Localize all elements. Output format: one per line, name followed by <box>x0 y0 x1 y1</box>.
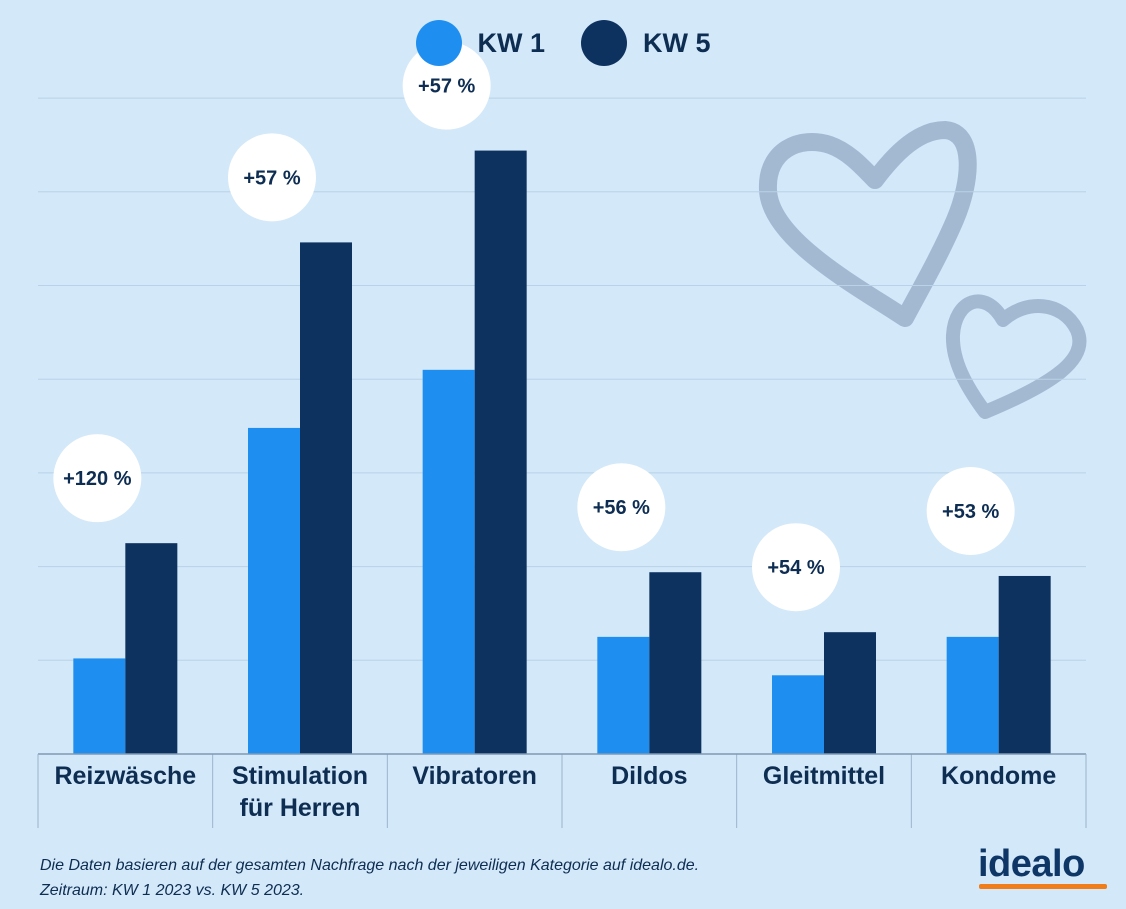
legend: KW 1 KW 5 <box>0 20 1126 66</box>
footnote-line-2: Zeitraum: KW 1 2023 vs. KW 5 2023. <box>40 882 305 899</box>
bar-kw1 <box>946 636 999 754</box>
bar-kw5 <box>649 572 702 754</box>
gridlines <box>38 97 1086 661</box>
change-label: +57 % <box>243 167 300 189</box>
category-label: Dildos <box>611 762 687 790</box>
change-bubbles: +120 % +57 % +57 % +56 % +54 % +53 % <box>53 41 1015 612</box>
bar-kw5 <box>125 543 178 754</box>
change-bubble <box>402 41 491 130</box>
bar-kw5 <box>300 242 352 754</box>
change-label: +56 % <box>593 497 650 519</box>
legend-item-kw5: KW 5 <box>581 20 711 66</box>
change-label: +57 % <box>418 76 475 98</box>
change-label: +53 % <box>942 501 999 523</box>
legend-swatch-kw1 <box>415 20 462 66</box>
footnote-line-1: Die Daten basieren auf der gesamten Nach… <box>40 857 700 874</box>
legend-item-kw1: KW 1 <box>415 20 546 66</box>
bar-kw1 <box>422 369 475 754</box>
category-label: Stimulation <box>232 762 368 790</box>
bar-kw5 <box>474 150 527 754</box>
bar-kw1 <box>248 427 300 754</box>
legend-label-kw1: KW 1 <box>477 27 546 58</box>
category-label: Kondome <box>941 762 1056 790</box>
small-heart-icon <box>945 294 1087 419</box>
change-bubble <box>577 463 666 552</box>
hearts-decoration <box>758 121 1087 419</box>
category-label: für Herren <box>240 794 361 822</box>
bars <box>73 150 1051 754</box>
x-axis: Reizwäsche Stimulation für Herren Vibratore… <box>37 753 1087 828</box>
large-heart-icon <box>758 121 977 327</box>
bar-kw1 <box>772 675 824 754</box>
bar-kw5 <box>998 575 1051 754</box>
bar-kw1 <box>73 658 126 754</box>
logo-underline <box>979 884 1107 889</box>
category-label: Gleitmittel <box>763 762 885 790</box>
idealo-logo: idealo <box>978 843 1085 885</box>
legend-swatch-kw5 <box>581 20 627 66</box>
change-label: +54 % <box>767 557 824 579</box>
category-label: Reizwäsche <box>54 762 196 790</box>
bar-kw1 <box>597 636 650 754</box>
footnote: Die Daten basieren auf der gesamten Nach… <box>40 853 699 903</box>
category-label: Vibratoren <box>412 762 537 790</box>
change-bubble <box>53 434 142 523</box>
bar-kw5 <box>824 632 876 754</box>
change-bubble <box>752 523 840 612</box>
change-bubble <box>228 133 316 222</box>
change-bubble <box>926 466 1015 555</box>
legend-label-kw5: KW 5 <box>643 27 711 58</box>
change-label: +120 % <box>63 468 132 490</box>
